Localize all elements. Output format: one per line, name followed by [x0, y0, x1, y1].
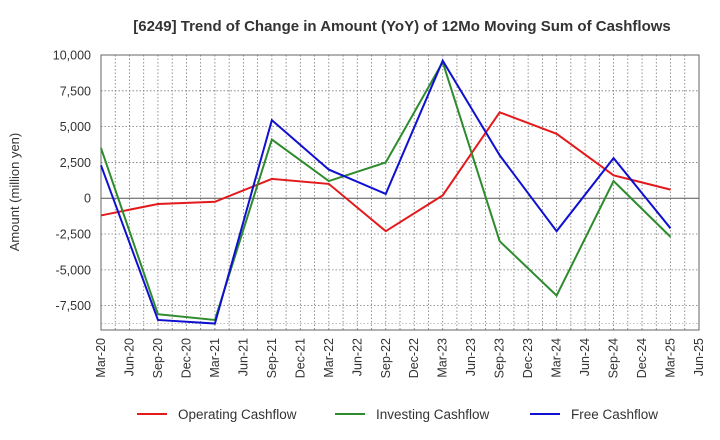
x-tick-label: Sep-22	[379, 338, 393, 378]
x-tick-label: Sep-20	[151, 338, 165, 378]
x-tick-label: Dec-23	[521, 338, 535, 378]
y-tick-label: 0	[84, 192, 91, 206]
legend-label: Free Cashflow	[571, 407, 658, 422]
x-axis-ticks: Mar-20 Jun-20 Sep-20 Dec-20 Mar-21 Jun-21 Sep-…	[94, 338, 706, 378]
y-tick-label: 2,500	[60, 156, 91, 170]
series-line-investing-cashflow	[100, 59, 672, 322]
y-tick-label: -2,500	[56, 228, 91, 242]
x-tick-label: Dec-21	[293, 338, 307, 378]
x-tick-label: Mar-22	[322, 338, 336, 378]
legend: Operating Cashflow Investing Cashflow Free…	[137, 407, 658, 422]
x-tick-label: Dec-24	[635, 338, 649, 378]
x-tick-label: Jun-22	[350, 338, 364, 376]
x-tick-label: Mar-25	[664, 338, 678, 378]
x-tick-label: Dec-22	[407, 338, 421, 378]
y-axis-ticks: 10,000 7,500 5,000 2,500 0 -2,500 -5,000 -7,500	[53, 49, 91, 314]
x-tick-label: Sep-23	[493, 338, 507, 378]
x-tick-label: Mar-23	[436, 338, 450, 378]
x-tick-label: Dec-20	[179, 338, 193, 378]
x-tick-label: Jun-25	[692, 338, 706, 376]
y-tick-label: -5,000	[56, 263, 91, 277]
y-tick-label: 7,500	[60, 84, 91, 98]
x-tick-label: Sep-21	[265, 338, 279, 378]
y-axis-label: Amount (million yen)	[7, 133, 22, 252]
legend-label: Investing Cashflow	[376, 407, 490, 422]
chart-title: [6249] Trend of Change in Amount (YoY) o…	[133, 18, 671, 35]
series-lines	[100, 58, 672, 325]
series-line-free-cashflow	[100, 58, 672, 325]
y-tick-label: -7,500	[56, 299, 91, 313]
series-line-operating-cashflow	[100, 111, 671, 233]
x-tick-label: Mar-24	[550, 338, 564, 378]
x-tick-label: Jun-23	[464, 338, 478, 376]
legend-label: Operating Cashflow	[178, 407, 297, 422]
x-tick-label: Jun-20	[122, 338, 136, 376]
grid	[101, 54, 699, 330]
plot-frame	[100, 54, 700, 331]
x-tick-label: Sep-24	[607, 338, 621, 378]
y-tick-label: 5,000	[60, 120, 91, 134]
y-tick-label: 10,000	[53, 49, 91, 63]
x-tick-label: Jun-21	[236, 338, 250, 376]
x-tick-label: Mar-21	[208, 338, 222, 378]
x-tick-label: Jun-24	[578, 338, 592, 376]
x-tick-label: Mar-20	[94, 338, 108, 378]
